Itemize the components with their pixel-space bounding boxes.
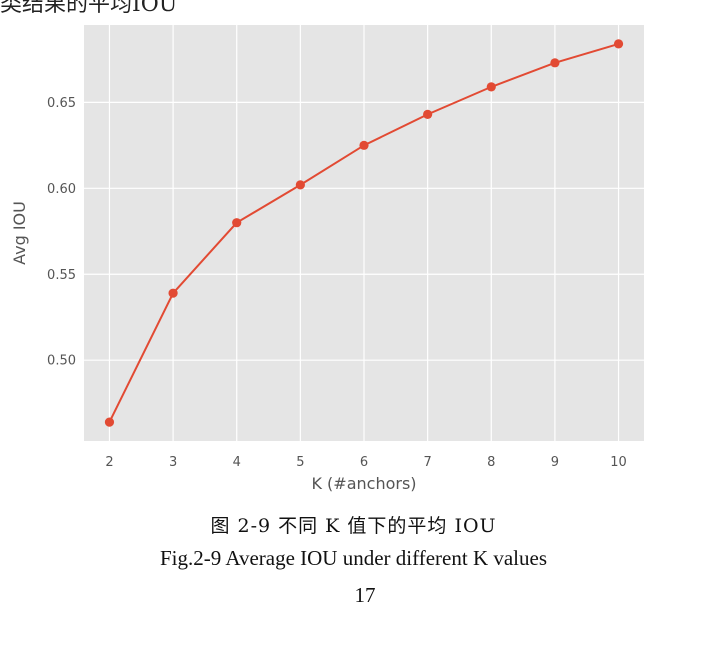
data-point (168, 288, 178, 298)
data-points (104, 39, 624, 427)
x-tick-label: 4 (233, 455, 241, 470)
y-axis-label: Avg IOU (10, 201, 29, 265)
x-tick-label: 2 (105, 455, 113, 470)
data-point (295, 180, 305, 190)
y-tick-labels: 0.50 0.55 0.60 0.65 (47, 96, 76, 369)
x-tick-label: 6 (360, 455, 368, 470)
x-tick-label: 10 (610, 455, 627, 470)
y-tick-label: 0.60 (47, 182, 76, 197)
x-tick-label: 9 (551, 455, 559, 470)
x-tick-label: 8 (487, 455, 495, 470)
x-tick-label: 7 (423, 455, 431, 470)
y-tick-label: 0.55 (47, 268, 76, 283)
x-tick-label: 5 (296, 455, 304, 470)
data-point (232, 218, 242, 228)
top-text: 类结果的平均IOU (0, 0, 178, 17)
x-tick-labels: 2 3 4 5 6 7 8 9 10 (105, 455, 627, 470)
y-tick-label: 0.50 (47, 354, 76, 369)
x-axis-label: K (#anchors) (311, 474, 416, 493)
data-point (423, 109, 433, 119)
data-point (550, 58, 560, 68)
avg-iou-chart: 2 3 4 5 6 7 8 9 10 0.50 0.55 0.60 0.65 K (#anchors)… (10, 25, 644, 493)
data-point (359, 140, 369, 150)
page-number: 17 (354, 583, 376, 607)
x-tick-label: 3 (169, 455, 177, 470)
y-tick-label: 0.65 (47, 96, 76, 111)
data-point (613, 39, 624, 49)
figure-caption-english: Fig.2-9 Average IOU under different K va… (159, 546, 548, 570)
grid-lines (84, 25, 644, 441)
data-point (104, 417, 115, 427)
figure-caption-chinese: 图 2-9 不同 K 值下的平均 IOU (210, 515, 497, 537)
data-point (486, 82, 496, 92)
